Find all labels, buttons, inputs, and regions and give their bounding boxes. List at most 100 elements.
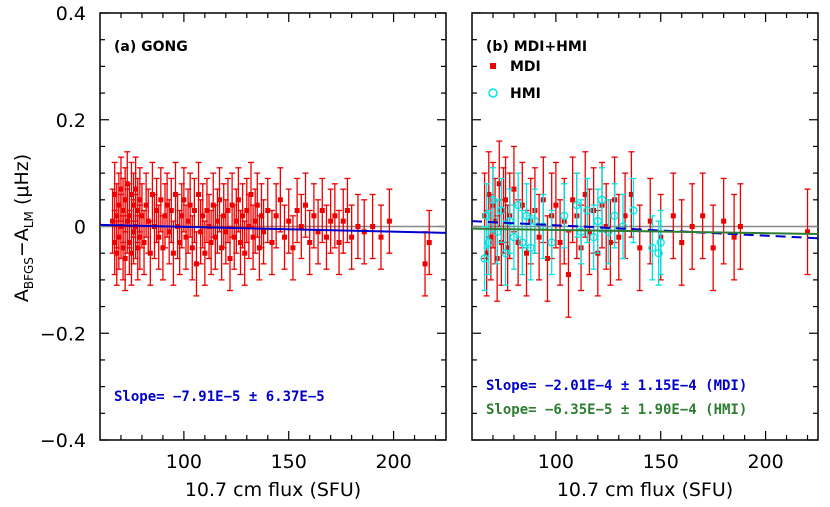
panel-a-fit-lines xyxy=(99,223,447,234)
data-point xyxy=(497,177,506,244)
panel-b-x-axis-title: 10.7 cm flux (SFU) xyxy=(557,479,733,501)
y-tick-label: −0.4 xyxy=(40,430,86,452)
data-point xyxy=(168,177,175,244)
panel-a-data-points xyxy=(109,151,433,297)
data-point xyxy=(720,177,727,265)
data-point xyxy=(569,156,576,244)
y-tick-label: 0.4 xyxy=(56,3,86,25)
data-point xyxy=(141,209,148,276)
data-point xyxy=(615,193,622,281)
data-point xyxy=(731,193,738,281)
data-point xyxy=(576,199,586,265)
data-point xyxy=(306,209,313,276)
data-point xyxy=(348,204,355,270)
panel-b-slope-hmi: Slope= −6.35E−5 ± 1.90E−4 (HMI) xyxy=(486,402,747,418)
data-point xyxy=(138,183,145,249)
data-point xyxy=(281,204,288,270)
data-point xyxy=(153,177,160,244)
data-point xyxy=(636,204,643,292)
legend-hmi-label: HMI xyxy=(510,86,541,102)
data-point xyxy=(678,199,685,286)
panel-a-label: (a) GONG xyxy=(114,39,188,55)
data-point xyxy=(552,161,559,249)
data-point xyxy=(336,209,343,276)
data-point xyxy=(289,215,296,281)
data-point xyxy=(426,209,433,276)
data-point xyxy=(518,209,527,276)
panel-a-y-axis: 0.4 0.2 0 −0.2 −0.4 xyxy=(40,3,446,452)
data-point xyxy=(315,199,322,265)
data-point xyxy=(298,193,305,260)
data-point xyxy=(268,209,275,276)
data-point xyxy=(583,177,592,244)
x-tick-label: 150 xyxy=(271,451,307,473)
y-tick-label: 0 xyxy=(74,217,86,239)
panel-a-x-axis-title: 10.7 cm flux (SFU) xyxy=(185,479,361,501)
panel-a-x-axis: 100 150 200 xyxy=(120,13,437,473)
data-point xyxy=(604,199,613,265)
data-point xyxy=(505,188,514,254)
panel-b-data-points xyxy=(480,140,811,318)
data-point xyxy=(285,188,292,254)
data-point xyxy=(699,172,706,260)
data-point xyxy=(323,204,330,270)
data-point xyxy=(224,177,231,244)
panel-a-slope-annotation: Slope= −7.91E−5 ± 6.37E−5 xyxy=(114,389,325,405)
data-point xyxy=(530,188,540,254)
data-point xyxy=(501,220,510,286)
x-tick-label: 100 xyxy=(538,451,574,473)
panel-b-label: (b) MDI+HMI xyxy=(486,39,587,55)
legend-mdi-label: MDI xyxy=(510,59,541,75)
data-point xyxy=(155,204,162,270)
fit-line xyxy=(471,227,819,235)
data-point xyxy=(180,167,187,233)
data-point xyxy=(130,199,137,265)
data-point xyxy=(273,183,280,249)
data-point xyxy=(603,183,610,270)
data-point xyxy=(302,172,309,238)
data-point xyxy=(260,199,267,265)
data-point xyxy=(560,183,569,249)
data-point xyxy=(536,193,543,281)
data-point xyxy=(354,193,361,260)
x-tick-label: 200 xyxy=(747,451,783,473)
x-tick-label: 100 xyxy=(166,451,202,473)
data-point xyxy=(547,209,556,276)
fit-line xyxy=(99,223,447,234)
data-point xyxy=(737,183,744,270)
x-tick-label: 200 xyxy=(375,451,411,473)
data-point xyxy=(340,188,347,254)
data-point xyxy=(710,204,717,292)
data-point xyxy=(597,167,607,233)
data-point xyxy=(565,231,572,318)
panel-b-slope-mdi: Slope= −2.01E−4 ± 1.15E−4 (MDI) xyxy=(486,378,747,394)
legend-mdi-marker xyxy=(490,63,496,69)
data-point xyxy=(482,183,491,249)
panel-b-x-axis: 100 150 200 xyxy=(492,13,809,473)
data-point xyxy=(589,204,598,270)
data-point xyxy=(369,193,376,260)
data-point xyxy=(386,188,393,254)
data-point xyxy=(804,188,811,276)
y-tick-label: 0.2 xyxy=(56,110,86,132)
data-point xyxy=(208,209,215,276)
y-tick-label: −0.2 xyxy=(40,323,86,345)
legend: MDI HMI xyxy=(488,59,541,102)
fit-line xyxy=(471,220,819,240)
data-point xyxy=(586,188,593,276)
data-point xyxy=(310,183,317,249)
data-point xyxy=(513,172,523,238)
data-point xyxy=(526,215,535,281)
data-point xyxy=(344,177,351,244)
legend-hmi-marker xyxy=(488,88,498,98)
data-point xyxy=(331,183,338,249)
data-point xyxy=(241,220,248,286)
data-point xyxy=(327,188,334,254)
panel-b-mdi-hmi: 100 150 200 (b) MDI+HMI MDI HMI Slope= −2.… xyxy=(471,12,819,501)
data-point xyxy=(294,177,301,244)
y-axis-title: ABFGS−ALM (μHz) xyxy=(11,154,36,302)
data-point xyxy=(319,177,326,244)
data-point xyxy=(610,183,619,249)
data-point xyxy=(377,204,384,270)
